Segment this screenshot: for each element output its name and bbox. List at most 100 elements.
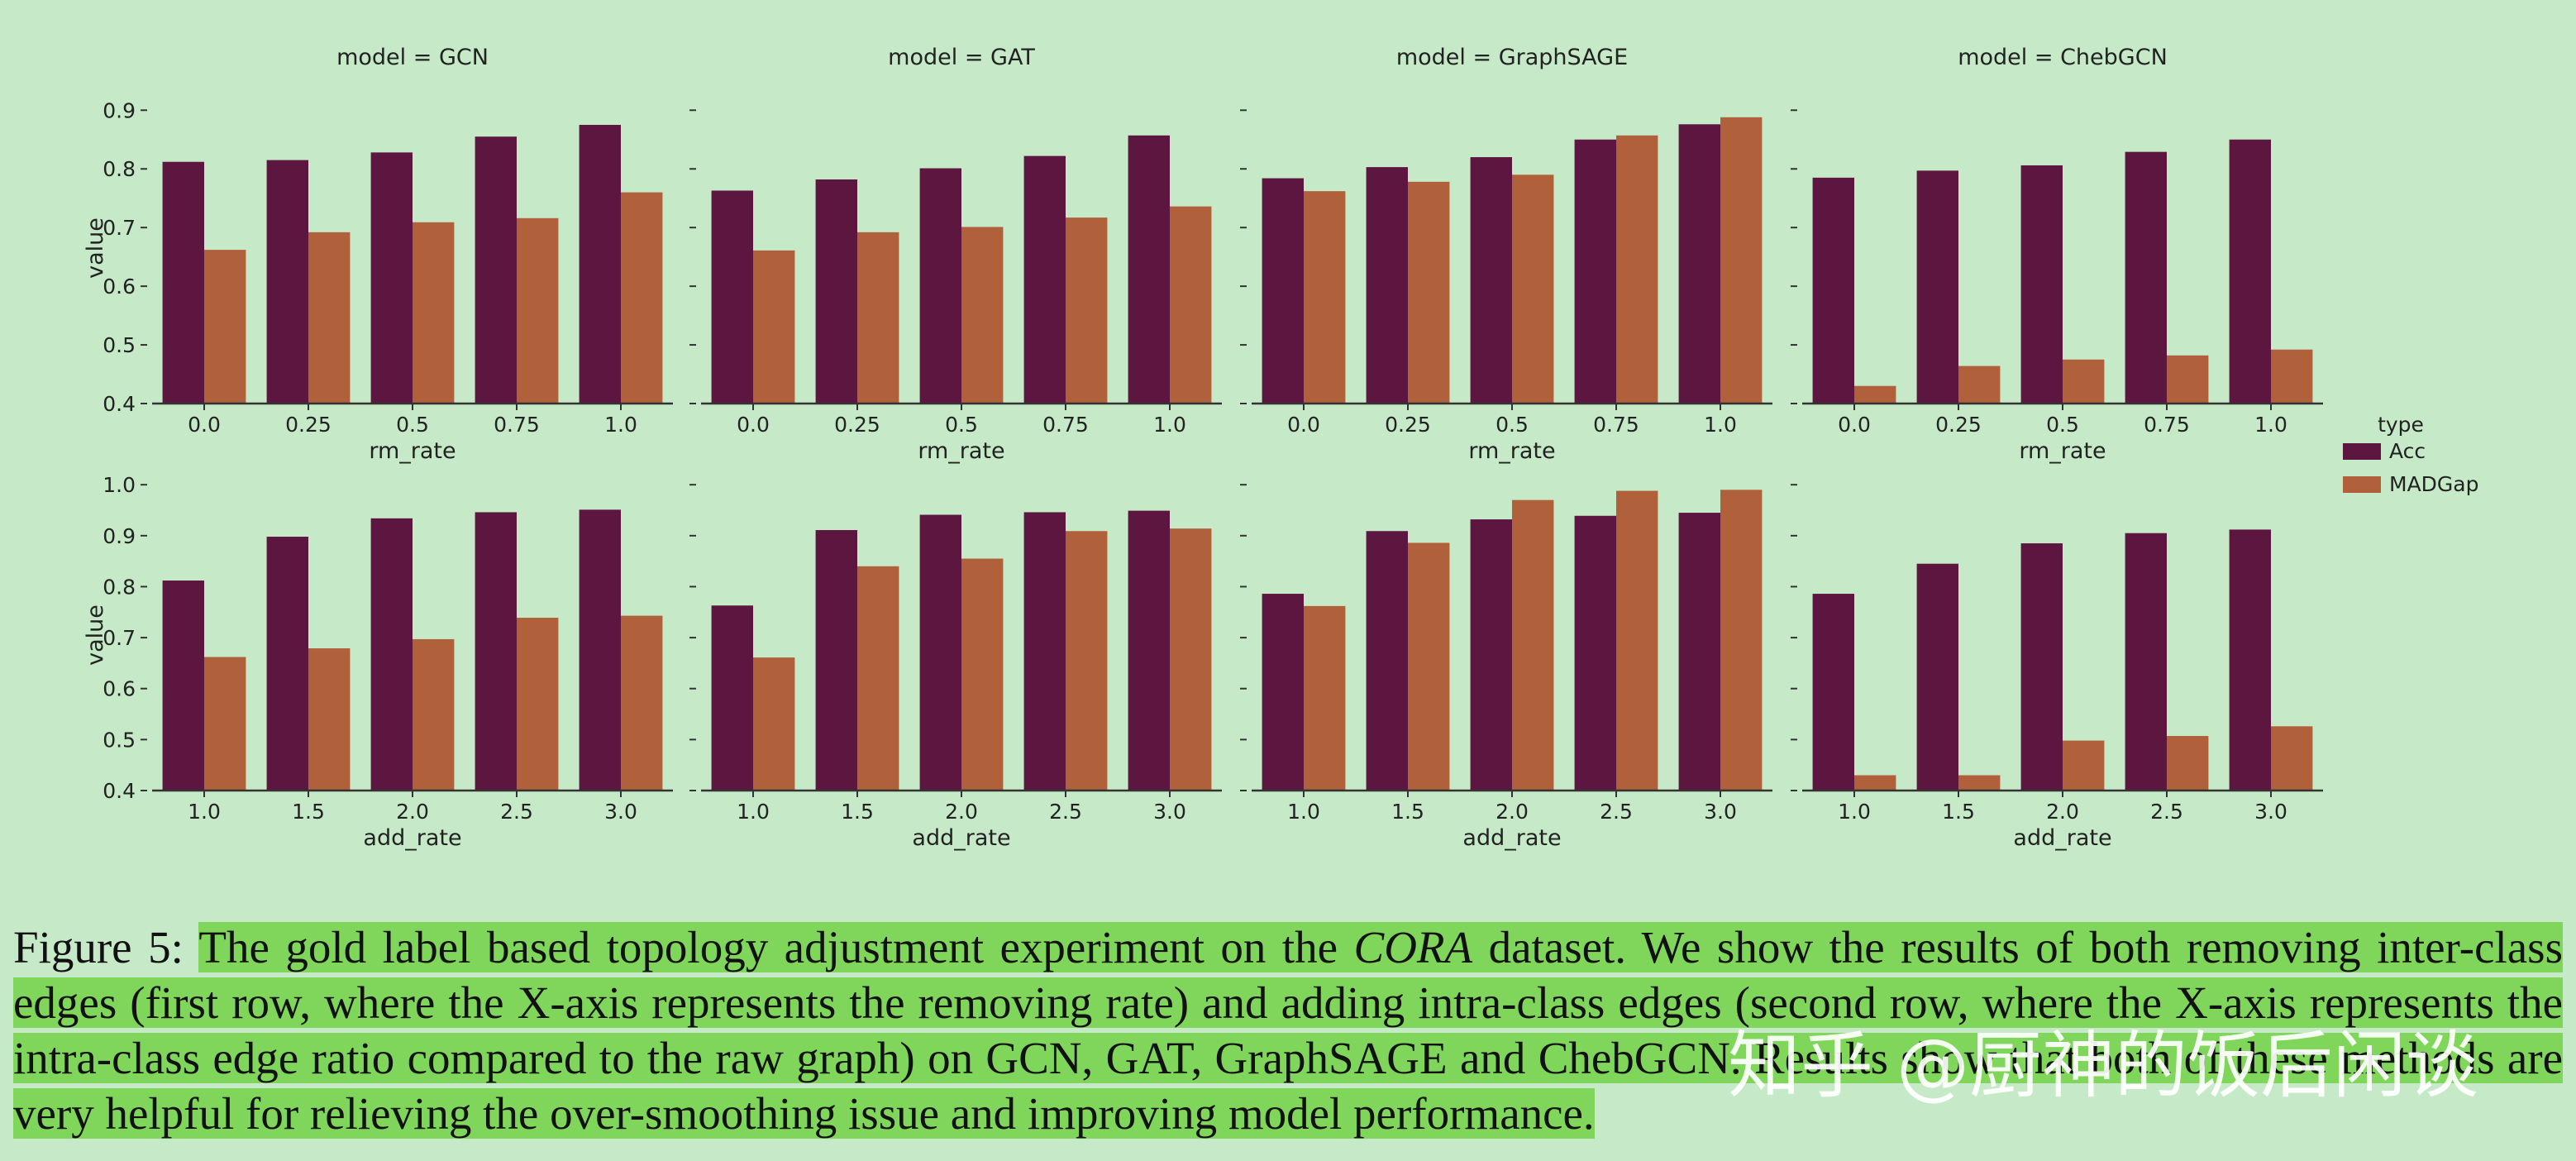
x-tick-label: 0.75 [1042,413,1089,437]
bar [1470,157,1512,404]
x-tick-label: 0.75 [1593,413,1639,437]
x-tick-label: 2.0 [945,800,978,824]
x-tick-label: 2.0 [396,800,429,824]
bar [1678,124,1720,404]
bar [1720,117,1763,404]
bar [1678,513,1720,791]
bar [308,648,351,791]
bar [753,250,795,404]
bar [1812,177,1854,404]
bar [308,232,351,404]
bar [162,161,204,404]
legend-label: Acc [2389,439,2426,463]
x-tick-label: 0.25 [1935,413,1982,437]
bar [2020,543,2063,791]
x-axis-label: rm_rate [1468,438,1555,464]
x-tick-label: 2.5 [1049,800,1082,824]
y-tick-label: 0.6 [103,677,136,701]
bar [1366,167,1408,404]
x-tick-label: 2.0 [1496,800,1529,824]
x-tick-label: 1.5 [1942,800,1975,824]
x-tick-label: 1.0 [1287,800,1320,824]
caption: Figure 5: The gold label based topology … [13,920,2563,1141]
bar [753,657,795,791]
y-tick-label: 1.0 [103,473,136,497]
y-tick-label: 0.9 [103,524,136,548]
bar [1170,206,1212,404]
bar [1812,594,1854,791]
bar [370,518,413,791]
bar [1262,594,1304,791]
x-axis-label: add_rate [1462,825,1561,851]
y-tick-label: 0.7 [103,216,136,240]
x-axis-label: add_rate [912,825,1010,851]
x-tick-label: 1.0 [1704,413,1737,437]
y-tick-label: 0.8 [103,157,136,181]
bar [475,136,517,404]
legend-title: type [2378,413,2424,437]
x-tick-label: 0.75 [2144,413,2190,437]
watermark: 知乎 @厨神的饭后闲谈 [1728,1023,2478,1108]
y-tick-label: 0.6 [103,275,136,299]
x-tick-label: 1.0 [604,413,637,437]
bar [2167,736,2209,791]
bar [919,514,961,791]
x-tick-label: 1.0 [1153,413,1186,437]
y-axis-label: value [83,604,108,666]
x-axis-label: rm_rate [918,438,1004,464]
bar [2167,355,2209,404]
bar [204,657,246,791]
bar [1408,181,1450,404]
x-tick-label: 1.0 [2254,413,2287,437]
bar [961,558,1004,791]
bar [162,580,204,791]
x-tick-label: 0.25 [1385,413,1431,437]
bar [1854,775,1896,791]
bar [475,512,517,791]
y-axis-label: value [83,217,108,279]
y-tick-label: 0.4 [103,392,136,416]
figure: model = GCN 0.4 0.5 0.6 0.7 0.8 0.9 value 0.0 0.2… [83,45,2478,851]
x-tick-label: 1.5 [1391,800,1424,824]
bar [204,250,246,404]
x-tick-label: 0.0 [188,413,221,437]
x-tick-label: 1.0 [737,800,770,824]
x-tick-label: 1.0 [1838,800,1871,824]
caption-text: dataset. We show the results of both rem… [13,922,2563,1139]
panel-title: model = GCN [336,45,489,70]
bar [2229,529,2271,791]
bar [815,530,857,791]
bar [621,615,663,791]
legend-label: MADGap [2389,472,2478,496]
bar [2125,533,2167,791]
bar [579,125,621,404]
y-tick-label: 0.5 [103,728,136,752]
x-tick-label: 1.0 [188,800,221,824]
bar [1128,135,1170,404]
y-tick-label: 0.8 [103,575,136,599]
x-tick-label: 0.0 [1287,413,1320,437]
y-tick-label: 0.4 [103,779,136,803]
bar [1470,519,1512,791]
y-tick-label: 0.7 [103,626,136,650]
bar [919,168,961,404]
bar [413,638,455,791]
bar [1616,490,1658,791]
x-tick-label: 2.5 [500,800,533,824]
x-tick-label: 0.0 [737,413,770,437]
x-tick-label: 0.0 [1838,413,1871,437]
bar [961,227,1004,404]
caption-text: The gold label based topology adjustment… [198,922,1354,972]
bar [2063,740,2105,791]
bar [2271,726,2313,791]
y-tick-label: 0.9 [103,98,136,122]
panel-title: model = GAT [888,45,1035,70]
legend-swatch [2343,476,2381,493]
bar [266,537,308,791]
legend-swatch [2343,443,2381,460]
bar [1854,385,1896,404]
bar [1958,775,2001,791]
bar [1304,605,1346,791]
bar [1262,178,1304,404]
x-axis-label: rm_rate [2019,438,2106,464]
